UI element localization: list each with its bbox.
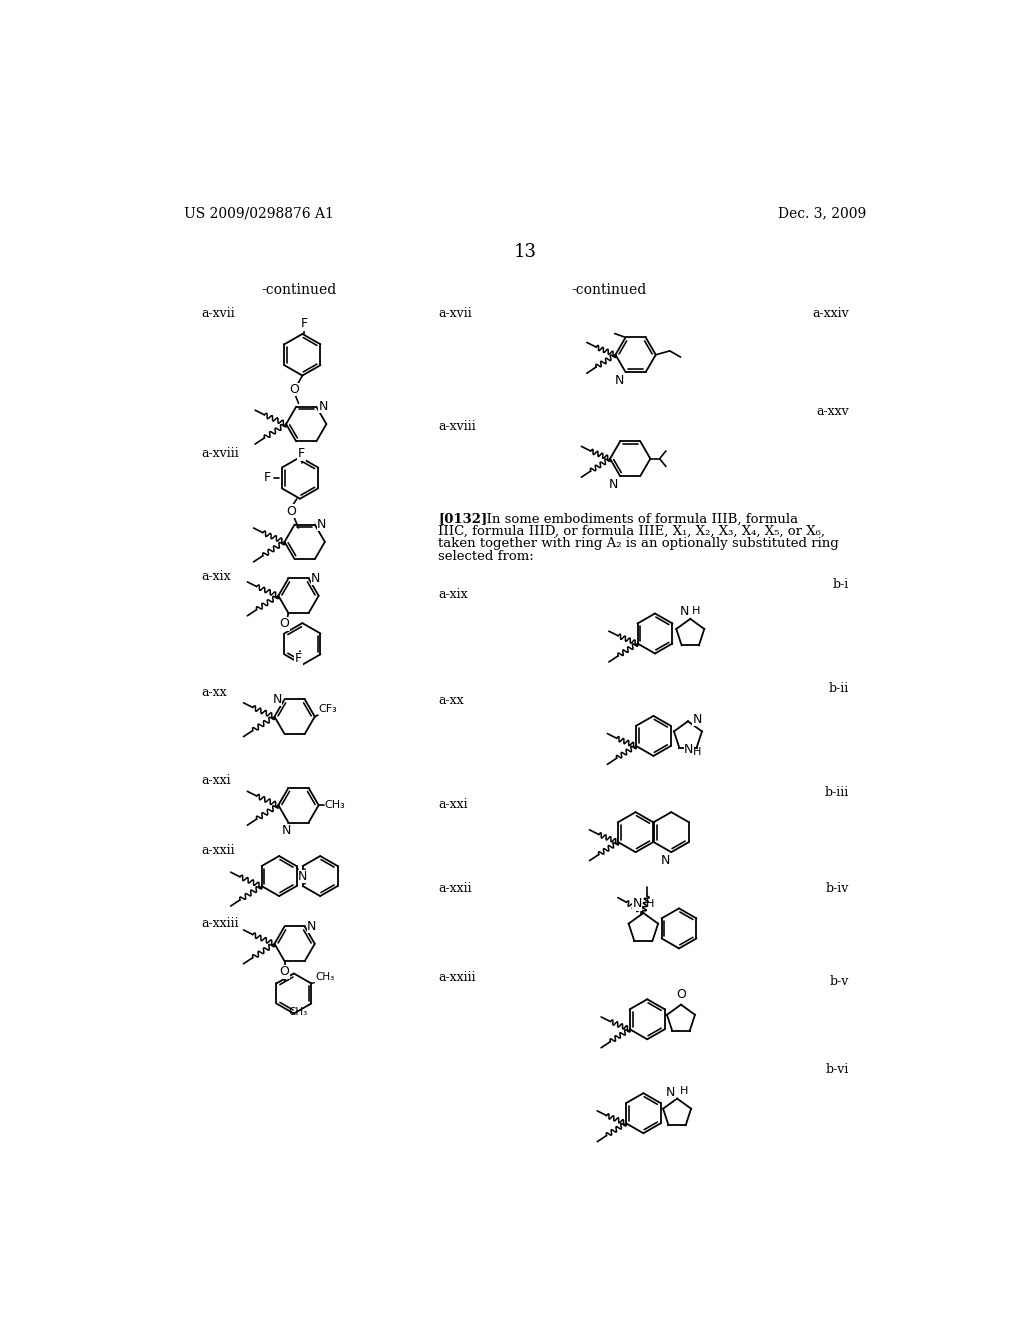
Text: N: N [298,870,307,883]
Text: F: F [264,471,271,484]
Text: CH₃: CH₃ [288,1007,307,1016]
Text: O: O [676,987,686,1001]
Text: a-xx: a-xx [202,686,227,698]
Text: CH₃: CH₃ [315,972,335,982]
Text: Dec. 3, 2009: Dec. 3, 2009 [777,206,866,220]
Text: US 2009/0298876 A1: US 2009/0298876 A1 [183,206,334,220]
Text: O: O [286,504,296,517]
Text: N: N [307,920,316,933]
Text: a-xxiii: a-xxiii [438,970,475,983]
Text: N: N [660,854,670,867]
Text: a-xxii: a-xxii [438,882,472,895]
Text: N: N [667,1086,676,1100]
Text: 13: 13 [513,243,537,261]
Text: N: N [614,375,624,387]
Text: F: F [298,446,305,459]
Text: O: O [290,383,300,396]
Text: a-xxii: a-xxii [202,843,236,857]
Text: a-xxiv: a-xxiv [812,308,849,319]
Text: b-iv: b-iv [825,882,849,895]
Text: b-vi: b-vi [825,1063,849,1076]
Text: IIIC, formula IIID, or formula IIIE, X₁, X₂, X₃, X₄, X₅, or X₆,: IIIC, formula IIID, or formula IIIE, X₁,… [438,525,825,539]
Text: a-xix: a-xix [438,589,468,601]
Text: a-xxiii: a-xxiii [202,917,240,929]
Text: taken together with ring A₂ is an optionally substituted ring: taken together with ring A₂ is an option… [438,537,839,550]
Text: O: O [280,965,290,978]
Text: b-ii: b-ii [828,682,849,696]
Text: In some embodiments of formula IIIB, formula: In some embodiments of formula IIIB, for… [478,512,799,525]
Text: H: H [646,899,654,908]
Text: a-xvii: a-xvii [438,308,472,319]
Text: N: N [609,478,618,491]
Text: a-xix: a-xix [202,570,231,583]
Text: CF₃: CF₃ [318,705,337,714]
Text: N: N [633,898,642,911]
Text: N: N [283,824,292,837]
Text: F: F [300,317,307,330]
Text: a-xviii: a-xviii [202,447,240,461]
Text: N: N [680,605,689,618]
Text: a-xxv: a-xxv [816,405,849,418]
Text: a-xxi: a-xxi [202,775,231,788]
Text: N: N [318,400,328,413]
Text: selected from:: selected from: [438,549,534,562]
Text: b-iii: b-iii [824,785,849,799]
Text: a-xviii: a-xviii [438,420,476,433]
Text: [0132]: [0132] [438,512,487,525]
Text: b-v: b-v [829,974,849,987]
Text: b-i: b-i [833,578,849,591]
Text: N: N [684,743,693,756]
Text: F: F [295,652,302,665]
Text: H: H [692,606,700,616]
Text: H: H [680,1086,688,1096]
Text: O: O [280,618,290,631]
Text: N: N [272,693,283,706]
Text: a-xx: a-xx [438,693,464,706]
Text: N: N [692,713,702,726]
Text: N: N [317,517,327,531]
Text: N: N [311,572,321,585]
Text: CH₃: CH₃ [325,800,346,810]
Text: H: H [693,747,701,758]
Text: -continued: -continued [261,284,336,297]
Text: a-xvii: a-xvii [202,308,236,319]
Text: -continued: -continued [570,284,646,297]
Text: a-xxi: a-xxi [438,797,468,810]
